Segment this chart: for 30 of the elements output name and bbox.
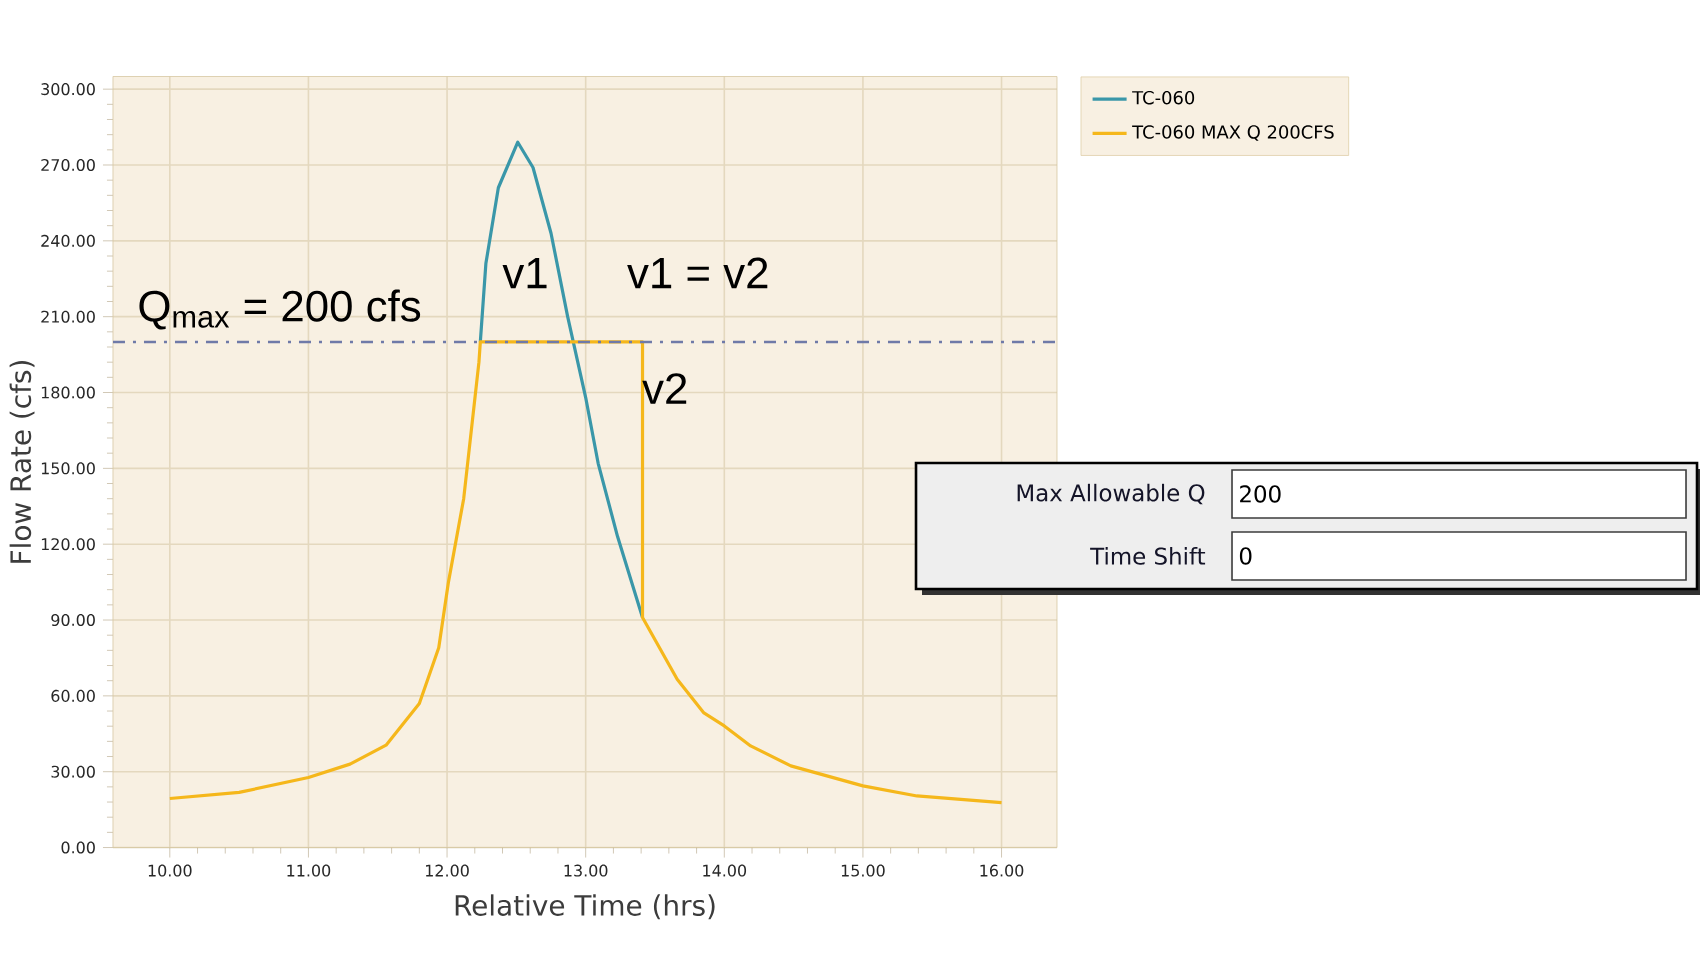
x-tick-label: 12.00 [425,864,469,877]
x-tick-label: 16.00 [980,864,1024,877]
y-tick-label: 0.00 [61,841,95,854]
y-tick-label: 300.00 [41,83,95,96]
y-axis-title: Flow Rate (cfs) [9,361,35,563]
y-tick-label: 150.00 [41,462,95,475]
legend-label: TC-060 MAX Q 200CFS [1132,125,1334,141]
x-tick-label: 11.00 [287,864,331,877]
y-tick-label: 240.00 [41,234,95,247]
text: 0 [1239,547,1252,565]
text: 200 [1240,485,1281,503]
annotation: v1 [502,257,547,289]
x-axis-title: Relative Time (hrs) [455,894,715,920]
y-tick-label: 180.00 [41,386,95,399]
y-tick-label: 120.00 [41,538,95,551]
legend-label: TC-060 [1132,90,1195,105]
y-tick-label: 60.00 [51,689,95,702]
ref-line-label: Q$_{max}$ = 200 cfs [139,289,421,330]
annotation: Max Allowable Q [1017,483,1205,505]
x-tick-label: 14.00 [703,864,747,877]
y-tick-label: 210.00 [41,310,95,323]
y-tick-label: 30.00 [51,765,95,778]
y-tick-label: 270.00 [41,158,95,172]
annotation: v1 = v2 [627,257,768,289]
text: Time Shift [1090,547,1206,565]
y-tick-label: 90.00 [51,613,95,627]
x-tick-label: 10.00 [148,864,192,877]
x-tick-label: 15.00 [841,864,885,877]
x-tick-label: 13.00 [564,864,608,877]
line-series [168,340,1004,805]
